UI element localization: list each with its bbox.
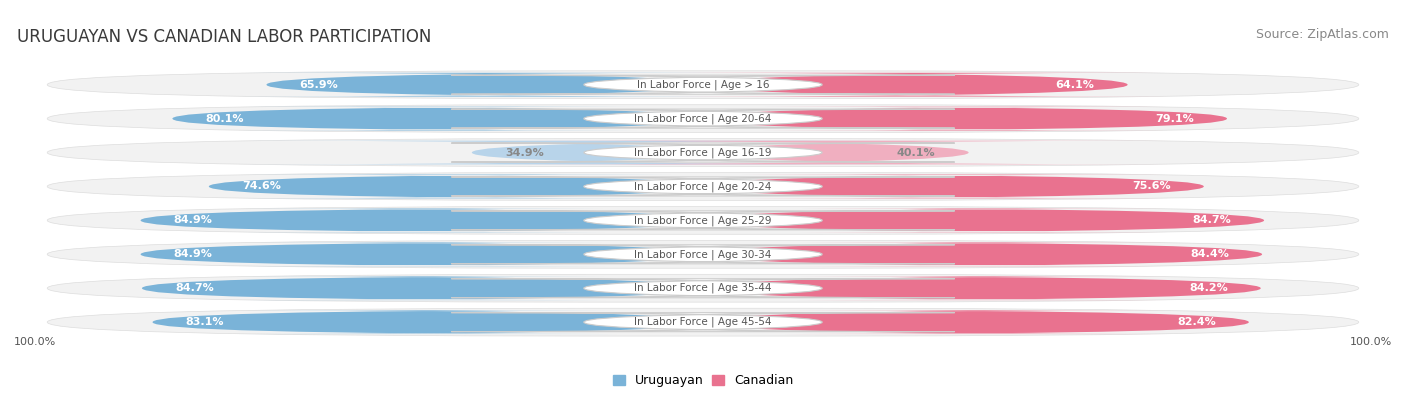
Text: In Labor Force | Age 45-54: In Labor Force | Age 45-54: [634, 317, 772, 327]
Text: 74.6%: 74.6%: [242, 181, 281, 192]
Text: 65.9%: 65.9%: [299, 80, 339, 90]
FancyBboxPatch shape: [48, 274, 1358, 302]
Text: Source: ZipAtlas.com: Source: ZipAtlas.com: [1256, 28, 1389, 41]
Text: URUGUAYAN VS CANADIAN LABOR PARTICIPATION: URUGUAYAN VS CANADIAN LABOR PARTICIPATIO…: [17, 28, 432, 46]
FancyBboxPatch shape: [173, 107, 703, 130]
Text: 84.4%: 84.4%: [1189, 249, 1229, 259]
Text: 83.1%: 83.1%: [186, 317, 224, 327]
FancyBboxPatch shape: [48, 139, 1358, 166]
FancyBboxPatch shape: [703, 107, 1227, 130]
FancyBboxPatch shape: [141, 243, 703, 266]
Text: 40.1%: 40.1%: [897, 148, 935, 158]
FancyBboxPatch shape: [451, 313, 955, 332]
FancyBboxPatch shape: [451, 279, 955, 298]
Text: 80.1%: 80.1%: [205, 114, 245, 124]
FancyBboxPatch shape: [451, 75, 955, 94]
FancyBboxPatch shape: [451, 211, 955, 230]
Text: 84.9%: 84.9%: [174, 215, 212, 226]
Text: In Labor Force | Age 20-64: In Labor Force | Age 20-64: [634, 113, 772, 124]
FancyBboxPatch shape: [48, 71, 1358, 99]
Text: 82.4%: 82.4%: [1177, 317, 1216, 327]
Text: 34.9%: 34.9%: [505, 148, 544, 158]
FancyBboxPatch shape: [48, 207, 1358, 234]
Text: In Labor Force | Age > 16: In Labor Force | Age > 16: [637, 79, 769, 90]
FancyBboxPatch shape: [48, 105, 1358, 133]
Legend: Uruguayan, Canadian: Uruguayan, Canadian: [613, 374, 793, 387]
FancyBboxPatch shape: [703, 175, 1204, 198]
Text: 84.2%: 84.2%: [1189, 283, 1227, 293]
Text: In Labor Force | Age 35-44: In Labor Force | Age 35-44: [634, 283, 772, 293]
Text: 84.9%: 84.9%: [174, 249, 212, 259]
Text: 84.7%: 84.7%: [1192, 215, 1232, 226]
Text: In Labor Force | Age 25-29: In Labor Force | Age 25-29: [634, 215, 772, 226]
FancyBboxPatch shape: [239, 141, 935, 164]
Text: 75.6%: 75.6%: [1132, 181, 1171, 192]
FancyBboxPatch shape: [152, 310, 703, 334]
FancyBboxPatch shape: [142, 276, 703, 300]
Text: In Labor Force | Age 20-24: In Labor Force | Age 20-24: [634, 181, 772, 192]
FancyBboxPatch shape: [451, 245, 955, 264]
FancyBboxPatch shape: [703, 310, 1249, 334]
FancyBboxPatch shape: [664, 73, 1167, 96]
FancyBboxPatch shape: [209, 175, 703, 198]
FancyBboxPatch shape: [48, 308, 1358, 336]
Text: 84.7%: 84.7%: [174, 283, 214, 293]
Text: 100.0%: 100.0%: [1350, 337, 1392, 347]
Text: 64.1%: 64.1%: [1056, 80, 1094, 90]
Text: In Labor Force | Age 16-19: In Labor Force | Age 16-19: [634, 147, 772, 158]
FancyBboxPatch shape: [48, 241, 1358, 268]
FancyBboxPatch shape: [703, 209, 1264, 232]
Text: In Labor Force | Age 30-34: In Labor Force | Age 30-34: [634, 249, 772, 260]
FancyBboxPatch shape: [239, 73, 730, 96]
FancyBboxPatch shape: [141, 209, 703, 232]
Text: 79.1%: 79.1%: [1156, 114, 1194, 124]
FancyBboxPatch shape: [703, 243, 1263, 266]
FancyBboxPatch shape: [451, 109, 955, 128]
FancyBboxPatch shape: [451, 143, 955, 162]
FancyBboxPatch shape: [451, 177, 955, 196]
FancyBboxPatch shape: [505, 141, 1167, 164]
FancyBboxPatch shape: [703, 276, 1261, 300]
FancyBboxPatch shape: [48, 173, 1358, 200]
Text: 100.0%: 100.0%: [14, 337, 56, 347]
